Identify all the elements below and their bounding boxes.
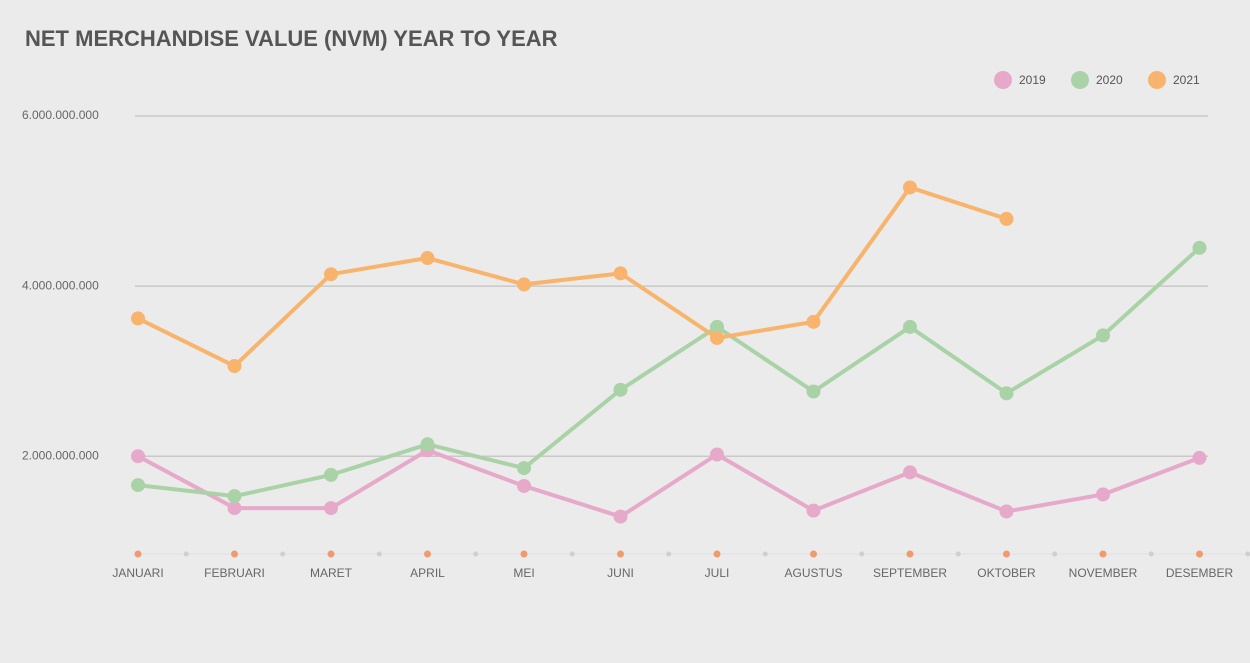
axis-dot-minor — [473, 551, 479, 557]
x-tick-label: MEI — [513, 566, 534, 580]
point — [806, 384, 821, 399]
axis-dot — [520, 550, 528, 558]
x-tick-label: JULI — [705, 566, 730, 580]
point — [324, 267, 338, 282]
point — [710, 319, 724, 334]
point — [903, 319, 917, 334]
y-tick-label: 4.000.000.000 — [22, 278, 99, 292]
legend-marker — [1071, 71, 1089, 89]
legend-label: 2020 — [1096, 73, 1123, 87]
x-tick-label: APRIL — [410, 566, 445, 580]
axis-dot — [713, 550, 721, 558]
axis-dot-minor — [955, 551, 961, 557]
x-tick-label: OKTOBER — [977, 566, 1036, 580]
legend-marker — [1148, 71, 1166, 89]
point — [1192, 240, 1207, 255]
point — [710, 447, 724, 462]
axis-dot-minor — [1245, 551, 1250, 557]
x-tick-label: JUNI — [607, 566, 634, 580]
point — [517, 277, 531, 292]
series-line — [136, 245, 1202, 499]
point — [131, 478, 145, 493]
point — [710, 330, 724, 345]
axis-dot — [617, 550, 624, 558]
legend-marker — [994, 71, 1012, 89]
legend-label: 2019 — [1019, 73, 1046, 87]
point — [131, 449, 145, 464]
axis-dot-minor — [859, 551, 865, 557]
point — [1096, 487, 1110, 502]
axis-dot — [327, 550, 335, 558]
point — [999, 504, 1014, 519]
series-line — [136, 185, 1009, 369]
point — [420, 251, 435, 266]
axis-dot — [906, 550, 914, 558]
axis-dot — [134, 550, 142, 558]
axis-dot-minor — [1052, 551, 1058, 557]
axis-dot-minor — [762, 551, 768, 557]
x-tick-label: AGUSTUS — [784, 566, 842, 580]
point — [227, 489, 242, 504]
axis-dot — [231, 550, 238, 558]
x-tick-label: JANUARI — [112, 566, 163, 580]
point — [903, 180, 917, 195]
axis-dot — [810, 550, 817, 558]
y-tick-label: 6.000.000.000 — [22, 108, 99, 122]
point — [806, 503, 821, 518]
axis-dot-minor — [569, 551, 575, 557]
point — [517, 461, 531, 476]
x-tick-label: FEBRUARI — [204, 566, 265, 580]
x-tick-label: MARET — [310, 566, 353, 580]
point — [324, 467, 338, 482]
axis-dot — [1196, 550, 1203, 558]
point — [324, 501, 338, 516]
legend-label: 2021 — [1173, 73, 1200, 87]
axis-dot — [424, 550, 431, 558]
axis-dot — [1099, 550, 1107, 558]
point — [131, 311, 145, 326]
axis-dot-minor — [666, 551, 672, 557]
point — [1192, 450, 1207, 465]
axis-dot-minor — [183, 551, 189, 557]
point — [420, 437, 435, 452]
point — [806, 314, 821, 329]
axis-dot-minor — [376, 551, 382, 557]
point — [903, 465, 917, 480]
x-tick-label: SEPTEMBER — [873, 566, 947, 580]
point — [999, 211, 1014, 226]
series-line — [136, 448, 1202, 519]
point — [999, 386, 1014, 401]
axis-dot — [1003, 550, 1010, 558]
x-tick-label: DESEMBER — [1166, 566, 1234, 580]
x-tick-label: NOVEMBER — [1069, 566, 1138, 580]
point — [613, 382, 628, 397]
chart-title: NET MERCHANDISE VALUE (NVM) YEAR TO YEAR — [25, 26, 558, 51]
axis-dot-minor — [280, 551, 286, 557]
point — [613, 509, 628, 524]
point — [227, 359, 242, 374]
axis-dot-minor — [1148, 551, 1154, 557]
point — [517, 478, 531, 493]
point — [1096, 328, 1110, 343]
point — [613, 266, 628, 281]
point — [227, 501, 242, 516]
y-tick-label: 2.000.000.000 — [22, 448, 99, 462]
